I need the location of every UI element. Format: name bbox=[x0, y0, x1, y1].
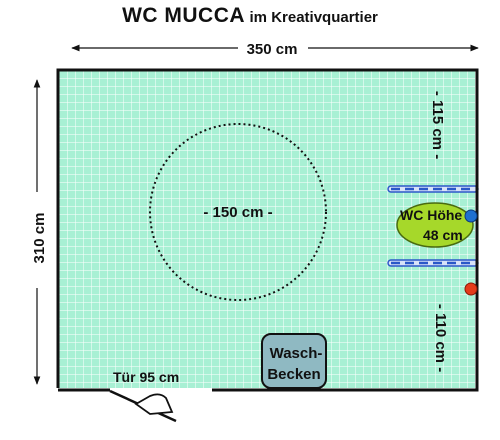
plan-title: WC MUCCA im Kreativquartier bbox=[0, 4, 500, 28]
width-dimension: 350 cm bbox=[71, 41, 479, 58]
height-dimension: 310 cm bbox=[31, 79, 48, 385]
alarm-button-red-icon bbox=[464, 282, 478, 296]
door-label: Tür 95 cm bbox=[113, 369, 179, 385]
wc-toilet: WC Höhe 48 cm bbox=[396, 202, 474, 248]
wall-top-right-label: - 115 cm - bbox=[429, 91, 446, 159]
door-handle-icon bbox=[134, 393, 174, 415]
title-main: WC MUCCA bbox=[122, 4, 246, 27]
width-label: 350 cm bbox=[247, 41, 298, 58]
wc-height-label-line2: 48 cm bbox=[423, 227, 463, 243]
outside-right-mask bbox=[479, 60, 500, 400]
wall-bottom-right-label: - 110 cm - bbox=[432, 304, 449, 372]
title-sub: im Kreativquartier bbox=[249, 9, 378, 26]
flush-button-blue-icon bbox=[464, 209, 478, 223]
sink-label-line2: Becken bbox=[267, 366, 320, 383]
grab-bar-top bbox=[387, 185, 479, 193]
sink-label-line1: Wasch- bbox=[270, 345, 323, 362]
door: Tür 95 cm bbox=[109, 369, 179, 423]
wc-height-label-line1: WC Höhe bbox=[400, 207, 462, 223]
wash-basin: Wasch- Becken bbox=[261, 333, 327, 389]
height-label: 310 cm bbox=[31, 213, 48, 264]
grab-bar-bottom bbox=[387, 259, 479, 267]
turning-circle-label: - 150 cm - bbox=[203, 204, 272, 221]
turning-circle: - 150 cm - bbox=[149, 123, 327, 301]
